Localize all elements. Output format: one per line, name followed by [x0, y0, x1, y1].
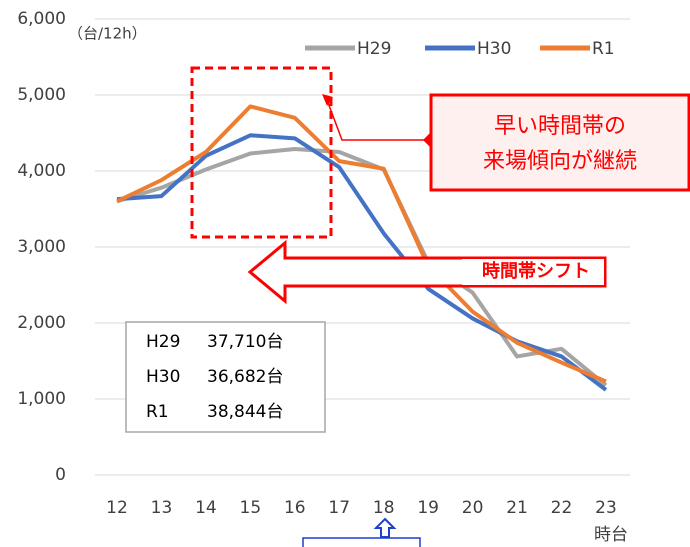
x-tick-label: 13	[151, 498, 173, 518]
shift-arrow	[247, 239, 607, 305]
totals-value: 38,844台	[207, 402, 283, 422]
x-tick-label: 17	[328, 498, 350, 518]
legend-label: R1	[592, 39, 615, 59]
x-tick-label: 20	[462, 498, 484, 518]
series-line	[116, 146, 608, 387]
x-tick-label: 16	[284, 498, 306, 518]
series-line	[116, 133, 608, 392]
legend-label: H30	[477, 39, 511, 59]
totals-box	[125, 321, 326, 433]
x-tick-label: 15	[240, 498, 262, 518]
totals-value: 36,682台	[207, 367, 283, 387]
callout-arrowhead	[322, 94, 333, 106]
y-tick-label: 3,000	[17, 237, 66, 257]
x-axis-label: 時台	[594, 525, 628, 545]
x-tick-label: 12	[106, 498, 128, 518]
x-tick-label: 22	[551, 498, 573, 518]
y-tick-label: 5,000	[17, 85, 66, 105]
x-tick-label: 21	[506, 498, 528, 518]
highlight-box	[190, 66, 333, 239]
callout-box	[429, 93, 690, 192]
totals-value: 37,710台	[207, 332, 283, 352]
x-tick-label: 14	[195, 498, 217, 518]
note-box	[302, 537, 421, 547]
callout-text: 来場傾向が継続	[483, 149, 637, 174]
totals-name: H29	[146, 332, 180, 352]
totals-name: R1	[146, 402, 169, 422]
legend-label: H29	[357, 39, 391, 59]
y-unit: （台/12h）	[68, 25, 147, 43]
series-line	[116, 104, 607, 384]
callout-text: 早い時間帯の	[494, 114, 626, 139]
y-tick-label: 6,000	[17, 9, 66, 29]
x-tick-label: 23	[595, 498, 617, 518]
y-tick-label: 2,000	[17, 313, 66, 333]
x-tick-label: 18	[373, 498, 395, 518]
shift-label-bg	[462, 259, 604, 285]
y-tick-label: 1,000	[17, 389, 66, 409]
shift-label: 時間帯シフト	[482, 260, 590, 282]
totals-name: H30	[146, 367, 180, 387]
up-arrow	[373, 517, 397, 538]
callout-line	[326, 99, 428, 141]
x-tick-label: 19	[417, 498, 439, 518]
y-tick-label: 0	[55, 465, 66, 485]
y-tick-label: 4,000	[17, 161, 66, 181]
